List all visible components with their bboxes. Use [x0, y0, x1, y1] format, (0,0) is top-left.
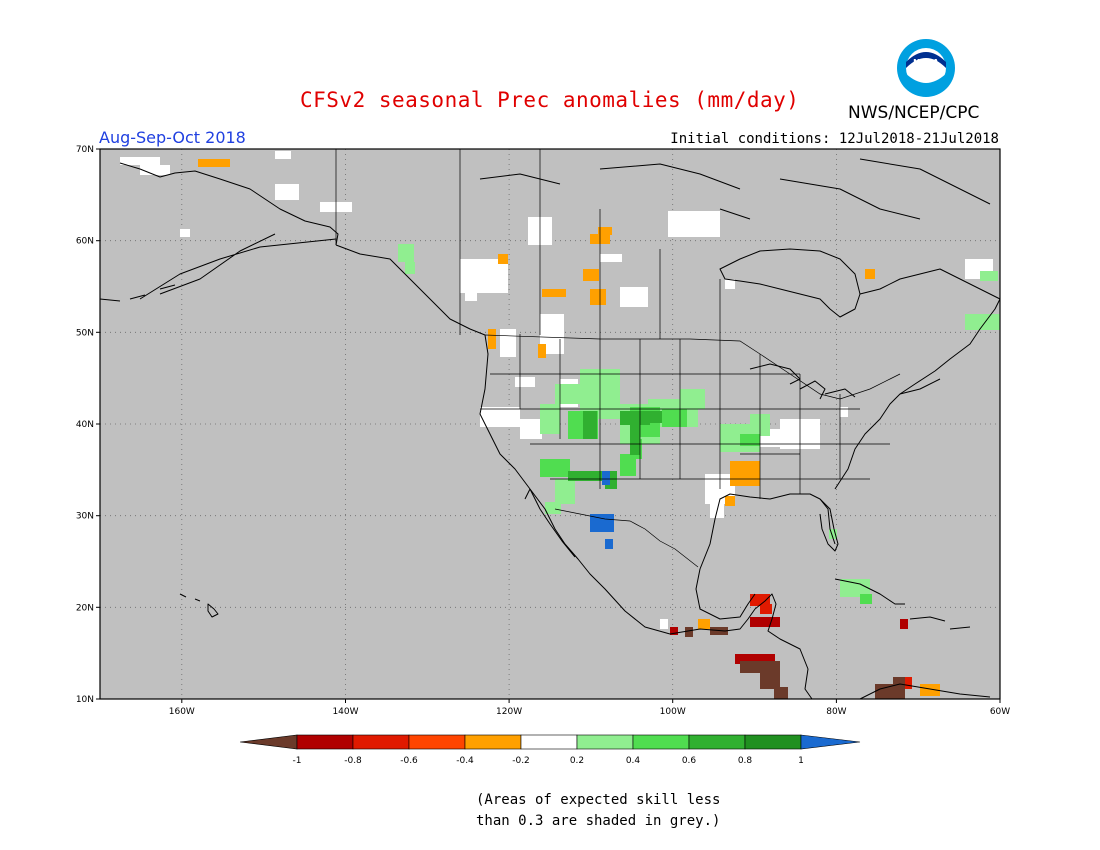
- colorbar-cell: [352, 734, 410, 750]
- lat-label-10n: 10N: [76, 695, 94, 705]
- colorbar-label: -0.8: [344, 756, 362, 766]
- lon-label-100w: 100W: [660, 707, 686, 717]
- lat-label-40n: 40N: [76, 420, 94, 430]
- colorbar-label: -0.2: [512, 756, 530, 766]
- political-borders: [335, 149, 901, 568]
- skill-note-line-2: than 0.3 are shaded in grey.): [476, 813, 721, 829]
- skill-note-line-1: (Areas of expected skill less: [476, 792, 721, 808]
- lon-label-120w: 120W: [496, 707, 522, 717]
- colorbar-label: 0.4: [626, 756, 641, 766]
- noaa-logo: NOAA: [897, 39, 955, 97]
- colorbar: -1 -0.8 -0.6 -0.4 -0.2 0.2 0.4 0.6 0.8 1: [240, 734, 861, 766]
- colorbar-label: -1: [293, 756, 302, 766]
- anomaly-map: 70N 60N 50N 40N 30N 20N 10N 160W 140W 12…: [76, 145, 1010, 717]
- coastlines: [99, 158, 1001, 700]
- lon-label-140w: 140W: [332, 707, 358, 717]
- latitude-axis: 70N 60N 50N 40N 30N 20N 10N: [76, 145, 100, 705]
- lat-label-30n: 30N: [76, 512, 94, 522]
- colorbar-cell: [632, 734, 690, 750]
- agency-label: NWS/NCEP/CPC: [848, 103, 980, 123]
- colorbar-cell: [296, 734, 354, 750]
- lat-label-60n: 60N: [76, 237, 94, 247]
- colorbar-labels: -1 -0.8 -0.6 -0.4 -0.2 0.2 0.4 0.6 0.8 1: [293, 756, 804, 766]
- longitude-axis: 160W 140W 120W 100W 80W 60W: [169, 699, 1010, 717]
- colorbar-cell: [744, 734, 802, 750]
- skill-note: (Areas of expected skill less than 0.3 a…: [476, 790, 720, 832]
- lon-label-80w: 80W: [826, 707, 846, 717]
- colorbar-cell: [688, 734, 746, 750]
- chart-title: CFSv2 seasonal Prec anomalies (mm/day): [300, 88, 800, 112]
- colorbar-label: -0.4: [456, 756, 474, 766]
- colorbar-cell: [520, 734, 578, 750]
- colorbar-cell: [408, 734, 466, 750]
- logo-text: NOAA: [913, 58, 939, 67]
- colorbar-label: 1: [798, 756, 804, 766]
- colorbar-low-arrow: [240, 734, 298, 750]
- colorbar-cell: [576, 734, 634, 750]
- lat-label-20n: 20N: [76, 603, 94, 613]
- initial-conditions: Initial conditions: 12Jul2018-21Jul2018: [670, 131, 999, 147]
- colorbar-cell: [464, 734, 522, 750]
- colorbar-label: 0.8: [738, 756, 753, 766]
- colorbar-label: -0.6: [400, 756, 418, 766]
- lat-label-50n: 50N: [76, 328, 94, 338]
- lon-label-160w: 160W: [169, 707, 195, 717]
- colorbar-high-arrow: [800, 734, 861, 750]
- colorbar-label: 0.2: [570, 756, 584, 766]
- forecast-period: Aug-Sep-Oct 2018: [99, 128, 246, 147]
- colorbar-label: 0.6: [682, 756, 697, 766]
- lat-label-70n: 70N: [76, 145, 94, 155]
- lon-label-60w: 60W: [990, 707, 1010, 717]
